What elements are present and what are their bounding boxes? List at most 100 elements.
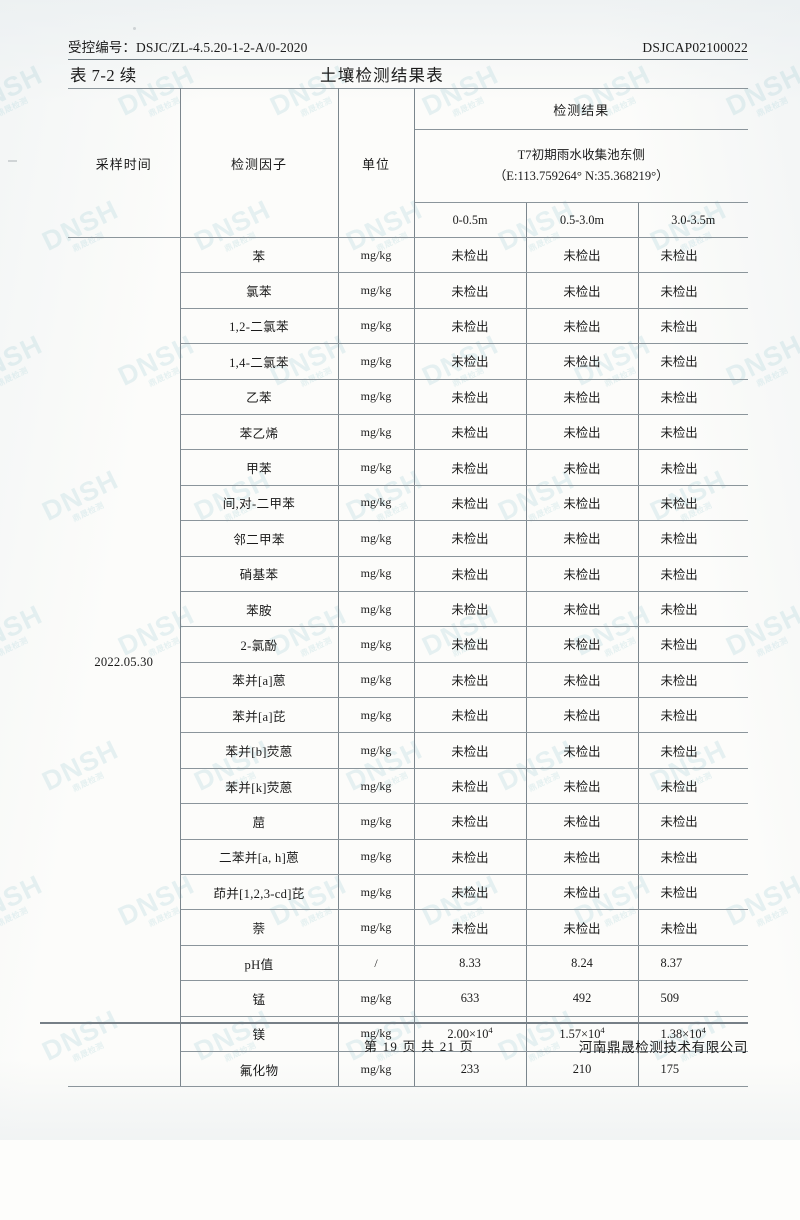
- cell-value-depth-2: 未检出: [525, 626, 639, 663]
- cell-value-depth-3: 509: [637, 980, 748, 1017]
- table-row: 苯胺 mg/kg 未检出 未检出 未检出: [68, 590, 748, 628]
- cell-value-depth-3: 未检出: [637, 874, 748, 911]
- cell-value-depth-1: 未检出: [413, 378, 527, 415]
- cell-value-depth-2: 未检出: [525, 378, 639, 415]
- table-header-row-1: 采样时间 检测因子 单位 检测结果: [68, 88, 748, 238]
- cell-value-depth-1: 未检出: [413, 449, 527, 486]
- table-number: 表 7-2 续: [70, 66, 137, 85]
- cell-value-depth-3: 未检出: [637, 803, 748, 840]
- table-row: pH值/8.33 8.24 8.37: [68, 944, 748, 982]
- cell-factor: 间,对-二甲苯: [180, 484, 339, 522]
- cell-factor: 苯乙烯: [180, 413, 339, 451]
- cell-unit: mg/kg: [337, 767, 415, 805]
- table-row: 甲苯 mg/kg 未检出 未检出 未检出: [68, 449, 748, 486]
- cell-value-depth-1: 未检出: [413, 484, 527, 522]
- cell-value-depth-3: 未检出: [637, 697, 748, 734]
- table-row: 2-氯酚 mg/kg 未检出 未检出 未检出: [68, 626, 748, 663]
- cell-value-depth-1: 未检出: [413, 767, 527, 805]
- document-header: 受控编号：DSJC/ZL-4.5.20-1-2-A/0-2020 DSJCAP0…: [68, 36, 748, 60]
- cell-value-depth-1: 未检出: [413, 874, 527, 911]
- cell-value-depth-3: 未检出: [637, 555, 748, 592]
- header-unit: 单位: [337, 88, 415, 238]
- table-row: 苯并[a]芘 mg/kg 未检出 未检出 未检出: [68, 697, 748, 734]
- header-depth-3: 3.0-3.5m: [637, 202, 748, 238]
- cell-value-depth-2: 未检出: [525, 697, 639, 734]
- cell-value-depth-2: 未检出: [525, 272, 639, 309]
- cell-unit: mg/kg: [337, 555, 415, 592]
- cell-value-depth-1: 未检出: [413, 661, 527, 699]
- cell-value-depth-2: 未检出: [525, 413, 639, 451]
- site-coordinates: （E:113.759264° N:35.368219°）: [493, 169, 669, 183]
- cell-unit: mg/kg: [337, 520, 415, 557]
- cell-value-depth-1: 未检出: [413, 909, 527, 946]
- control-number: 受控编号：DSJC/ZL-4.5.20-1-2-A/0-2020: [68, 40, 308, 55]
- cell-value-depth-2: 未检出: [525, 449, 639, 486]
- table-row: 镁 mg/kg 2.00×104 1.57×104 1.38×104: [68, 1015, 748, 1052]
- cell-factor: 䓛: [180, 803, 339, 840]
- cell-value-depth-3: 未检出: [637, 909, 748, 946]
- cell-unit: mg/kg: [337, 909, 415, 946]
- table-row: 苯并[b]荧蒽 mg/kg 未检出 未检出 未检出: [68, 732, 748, 769]
- page-footer: 第 19 页 共 21 页 河南鼎晟检测技术有限公司: [68, 1036, 748, 1056]
- table-row: 1,4-二氯苯 mg/kg 未检出 未检出 未检出: [68, 343, 748, 380]
- cell-value-depth-3: 未检出: [637, 307, 748, 345]
- cell-unit: mg/kg: [337, 378, 415, 415]
- cell-value-depth-2: 未检出: [525, 590, 639, 628]
- cell-value-depth-3: 未检出: [637, 413, 748, 451]
- cell-value-depth-1: 未检出: [413, 555, 527, 592]
- cell-factor: 苯: [179, 236, 339, 274]
- cell-factor: 茚并[1,2,3-cd]芘: [180, 874, 339, 911]
- cell-factor: 1,2-二氯苯: [180, 307, 339, 345]
- cell-unit: mg/kg: [337, 697, 415, 734]
- table-row: 间,对-二甲苯 mg/kg 未检出 未检出 未检出: [68, 484, 748, 522]
- cell-value-depth-1: 未检出: [413, 236, 527, 274]
- cell-unit: mg/kg: [337, 307, 415, 345]
- cell-factor: 二苯并[a, h]蒽: [180, 838, 339, 876]
- table-bottom-rule: [40, 1022, 748, 1024]
- cell-value-depth-2: 未检出: [525, 838, 639, 876]
- cell-value-depth-3: 175: [637, 1050, 748, 1088]
- table-row: 氟化物 mg/kg 233 210 175: [68, 1050, 748, 1088]
- cell-value-depth-3: 8.37: [637, 944, 748, 982]
- cell-value-depth-1: 未检出: [413, 803, 527, 840]
- table-row: 锰 mg/kg 633 492 509: [68, 980, 748, 1017]
- header-factor: 检测因子: [179, 88, 339, 238]
- table-row: 茚并[1,2,3-cd]芘 mg/kg 未检出 未检出 未检出: [68, 874, 748, 911]
- cell-factor: 硝基苯: [180, 555, 339, 592]
- header-sampling-site: T7初期雨水收集池东侧 （E:113.759264° N:35.368219°）: [414, 129, 748, 203]
- cell-value-depth-2: 1.57×104: [525, 1015, 639, 1052]
- cell-factor: 苯并[b]荧蒽: [180, 732, 339, 769]
- cell-value-depth-1: 未检出: [413, 697, 527, 734]
- cell-value-depth-3: 未检出: [637, 378, 748, 415]
- table-row: 2022.05.30 苯 mg/kg 未检出 未检出 未检出: [68, 236, 748, 1088]
- cell-value-depth-2: 未检出: [525, 661, 639, 699]
- site-name: T7初期雨水收集池东侧: [517, 148, 645, 163]
- cell-value-depth-2: 未检出: [525, 520, 639, 557]
- table-row: 1,2-二氯苯 mg/kg 未检出 未检出 未检出: [68, 307, 748, 345]
- table-row: 萘 mg/kg 未检出 未检出 未检出: [68, 909, 748, 946]
- cell-unit: /: [337, 944, 415, 982]
- cell-value-depth-2: 未检出: [525, 343, 639, 380]
- cell-unit: mg/kg: [337, 449, 415, 486]
- cell-unit: mg/kg: [337, 590, 415, 628]
- cell-value-depth-1: 未检出: [413, 626, 527, 663]
- cell-unit: mg/kg: [337, 272, 415, 309]
- cell-unit: mg/kg: [337, 236, 415, 274]
- header-sampling-time: 采样时间: [68, 88, 181, 238]
- table-row: 邻二甲苯 mg/kg 未检出 未检出 未检出: [68, 520, 748, 557]
- cell-value-depth-1: 未检出: [413, 413, 527, 451]
- cell-unit: mg/kg: [337, 732, 415, 769]
- cell-value-depth-2: 未检出: [525, 236, 639, 274]
- cell-factor: pH值: [180, 944, 339, 982]
- cell-unit: mg/kg: [337, 661, 415, 699]
- cell-value-depth-1: 未检出: [413, 732, 527, 769]
- table-row: 苯并[a]蒽 mg/kg 未检出 未检出 未检出: [68, 661, 748, 699]
- cell-factor: 锰: [180, 980, 339, 1017]
- cell-value-depth-2: 未检出: [525, 803, 639, 840]
- cell-value-depth-2: 未检出: [525, 484, 639, 522]
- cell-value-depth-3: 未检出: [637, 590, 748, 628]
- cell-factor: 氯苯: [180, 272, 339, 309]
- cell-value-depth-3: 1.38×104: [637, 1015, 748, 1052]
- page-number: 第 19 页 共 21 页: [364, 1039, 474, 1054]
- cell-value-depth-1: 8.33: [413, 944, 527, 982]
